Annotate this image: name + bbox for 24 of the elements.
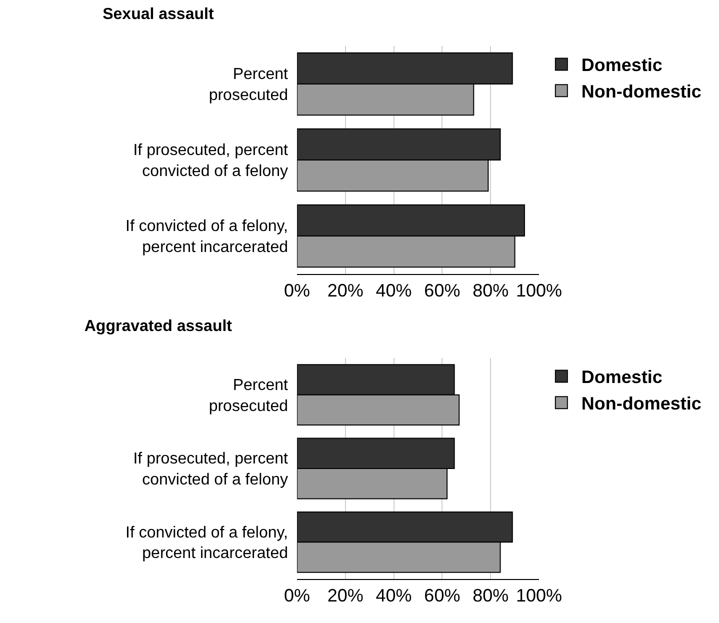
x-tick-label: 0% (284, 586, 310, 606)
x-tick-label: 20% (327, 280, 364, 301)
x-tick-label: 100% (516, 586, 562, 606)
legend-label: Domestic (581, 367, 662, 388)
x-tick-label: 60% (424, 280, 460, 301)
y-tick-label: If convicted of a felony, percent incarcerated (126, 218, 288, 256)
x-tick-label: 0% (284, 280, 310, 301)
y-tick-label: If prosecuted, percent convicted of a felony (133, 450, 289, 488)
x-tick-label: 60% (424, 586, 460, 606)
legend-label: Non-domestic (581, 82, 702, 102)
y-tick-label: If convicted of a felony, percent incarcerated (126, 524, 288, 562)
y-tick-label: Percent prosecuted (208, 66, 289, 104)
y-tick-label: If prosecuted, percent convicted of a felony (133, 142, 289, 180)
legend-label: Domestic (581, 55, 662, 76)
x-tick-label: 40% (376, 586, 412, 606)
x-tick-label: 100% (516, 280, 562, 301)
x-tick-label: 20% (327, 586, 364, 606)
x-tick-label: 80% (472, 280, 509, 301)
text: Sexual assault (102, 6, 214, 24)
x-tick-label: 40% (376, 280, 412, 301)
legend-label: Non-domestic (581, 394, 702, 414)
y-tick-label: Percent prosecuted (208, 377, 289, 415)
x-tick-label: 80% (472, 586, 509, 606)
text: Aggravated assault (84, 318, 233, 335)
